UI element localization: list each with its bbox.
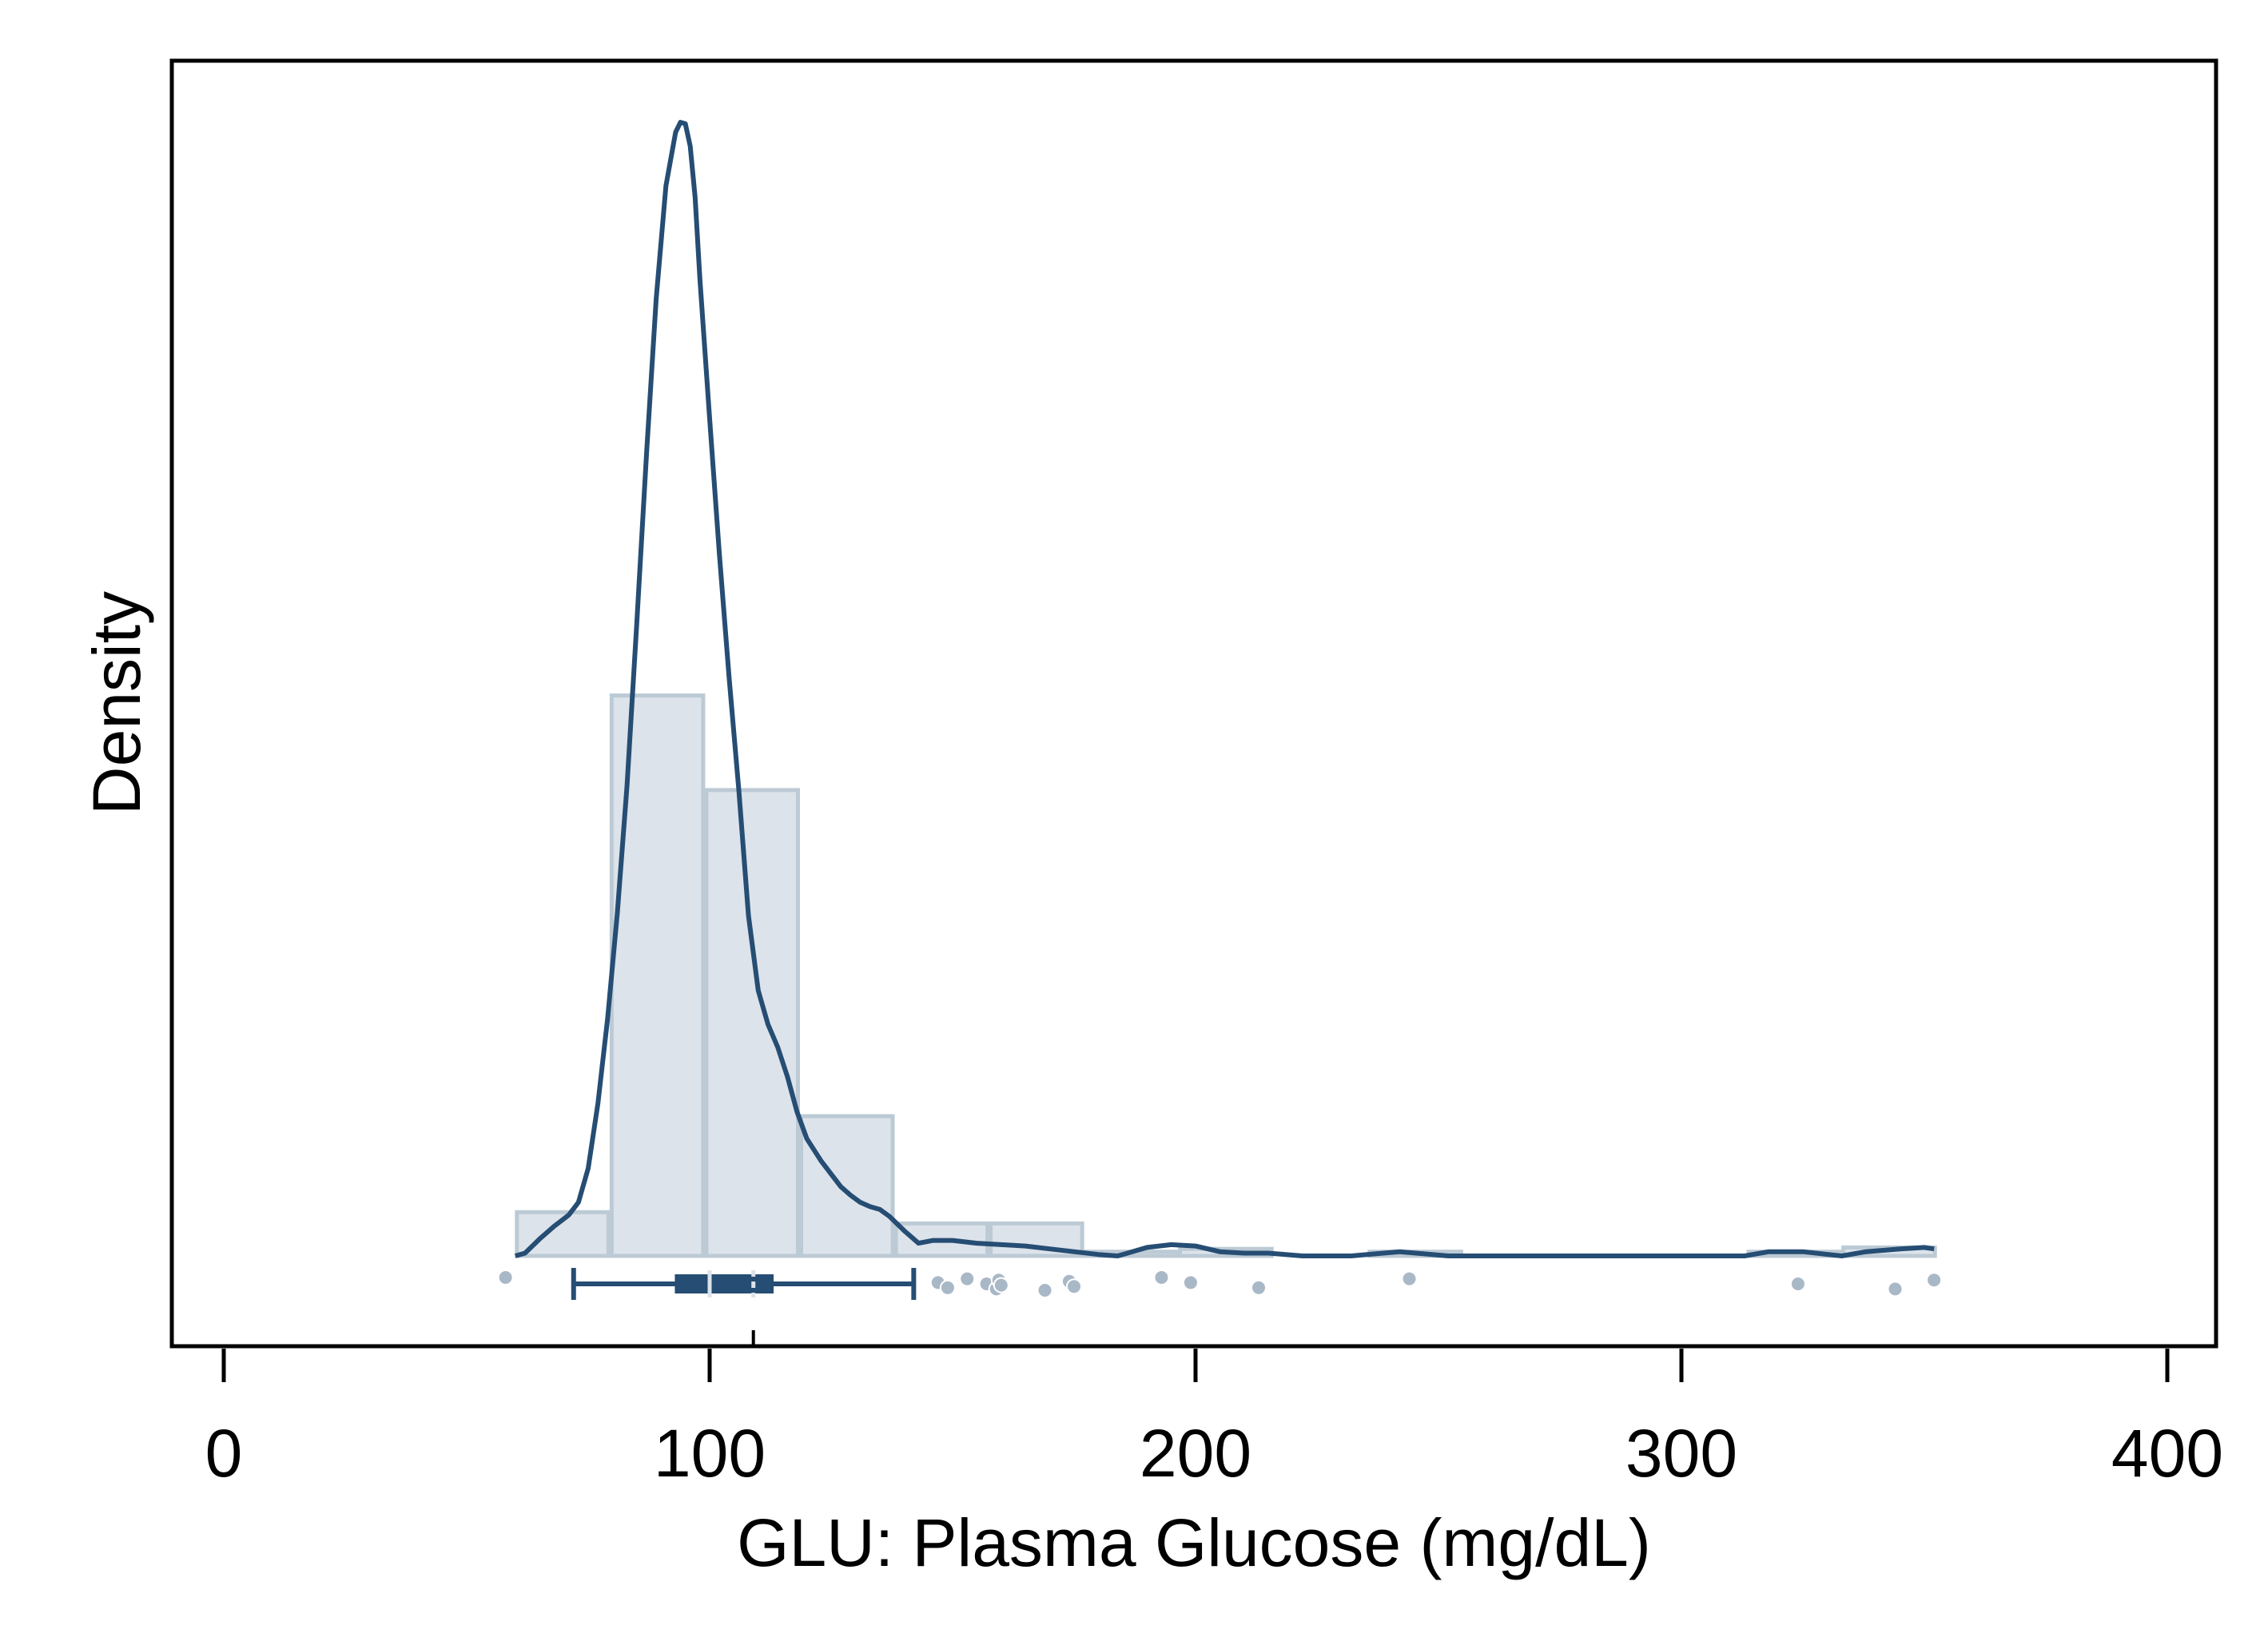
rug-point (497, 1270, 514, 1285)
density-curve (514, 120, 1935, 1258)
rug-point (1926, 1272, 1943, 1289)
rug-point (1401, 1270, 1418, 1287)
histogram-bar-3 (798, 1114, 895, 1258)
plot-frame (169, 58, 2218, 1349)
x-tick-label: 100 (654, 1416, 766, 1491)
rug-point (1887, 1281, 1904, 1297)
rug-point (1153, 1270, 1170, 1285)
x-tick-label: 200 (1140, 1416, 1251, 1491)
x-tick-label: 300 (1625, 1416, 1737, 1491)
boxplot (571, 1268, 917, 1346)
rug-point (1066, 1278, 1082, 1295)
boxplot-box (674, 1274, 774, 1293)
x-tick-label: 400 (2111, 1416, 2223, 1491)
rug-points (497, 1270, 1943, 1298)
x-tick-label: 0 (205, 1416, 243, 1491)
rug-point (1789, 1276, 1806, 1292)
rug-point (1037, 1282, 1053, 1298)
x-axis: 0 100 200 300 400 (205, 1349, 2223, 1491)
histogram-bar-2 (704, 788, 800, 1258)
rug-point (939, 1279, 956, 1296)
histogram-bars (515, 693, 1937, 1258)
rug-point (1251, 1279, 1267, 1296)
y-axis-title: Density (79, 591, 154, 815)
rug-point (1182, 1274, 1199, 1291)
rug-point (993, 1277, 1009, 1293)
rug-point (959, 1270, 976, 1287)
x-axis-title: GLU: Plasma Glucose (mg/dL) (737, 1505, 1651, 1580)
